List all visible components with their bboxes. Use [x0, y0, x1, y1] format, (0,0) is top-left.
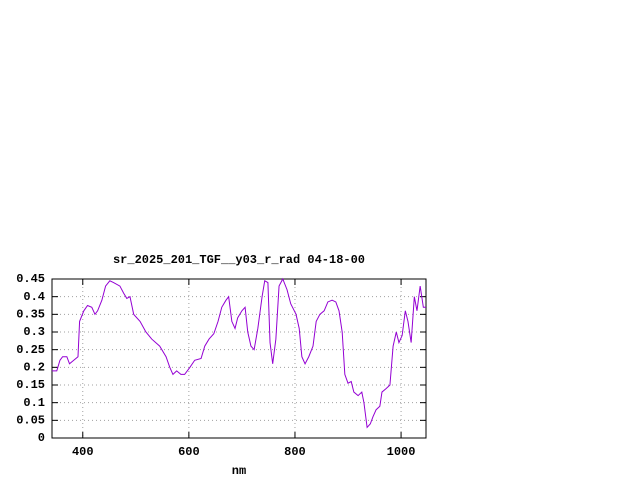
- y-tick-label: 0.3: [23, 325, 45, 339]
- x-tick-label: 400: [72, 445, 94, 459]
- y-tick-label: 0.25: [16, 343, 45, 357]
- x-axis-label: nm: [232, 464, 246, 478]
- x-tick-label: 1000: [387, 445, 416, 459]
- y-tick-label: 0.15: [16, 378, 45, 392]
- y-tick-label: 0: [38, 431, 45, 445]
- y-tick-label: 0.45: [16, 272, 45, 286]
- x-tick-label: 800: [284, 445, 306, 459]
- x-tick-label: 600: [178, 445, 200, 459]
- y-tick-label: 0.1: [23, 396, 45, 410]
- y-tick-label: 0.35: [16, 308, 45, 322]
- data-line: [52, 277, 426, 429]
- y-tick-label: 0.05: [16, 414, 45, 428]
- chart-title: sr_2025_201_TGF__y03_r_rad 04-18-00: [113, 253, 365, 267]
- y-tick-label: 0.4: [23, 290, 45, 304]
- plot-border: [51, 278, 427, 439]
- y-tick-label: 0.2: [23, 361, 45, 375]
